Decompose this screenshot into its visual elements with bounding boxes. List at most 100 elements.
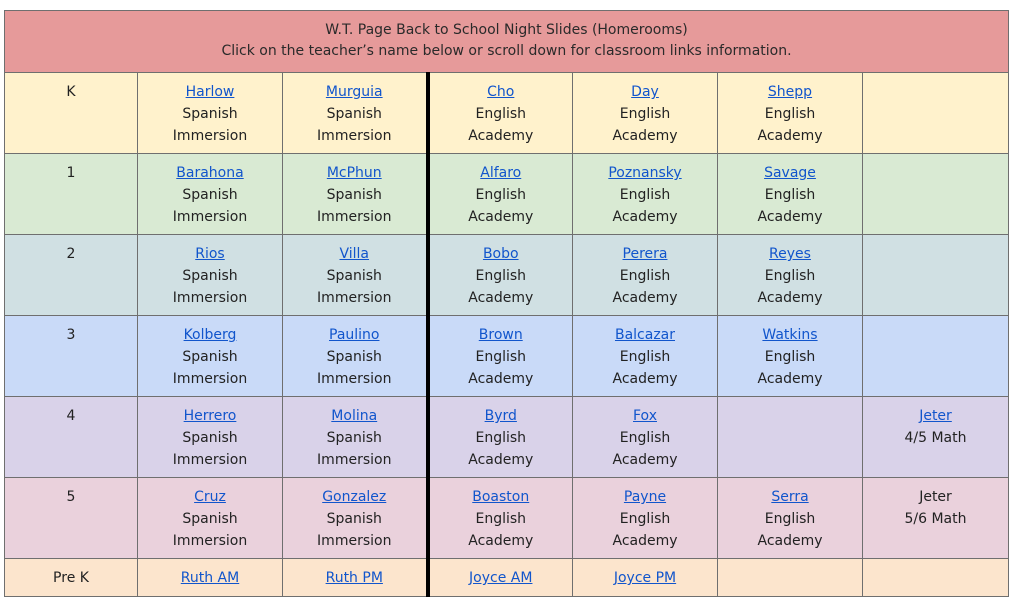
program-line-2: Immersion: [317, 371, 392, 387]
teacher-cell: McPhun Spanish Immersion: [282, 153, 430, 235]
teacher-cell: Reyes English Academy: [717, 234, 863, 316]
program-line-2: Academy: [468, 371, 534, 387]
teacher-link[interactable]: Villa: [339, 246, 370, 262]
teacher-cell: Day English Academy: [572, 72, 718, 154]
teacher-cell: Murguia Spanish Immersion: [282, 72, 430, 154]
teacher-link[interactable]: Kolberg: [183, 327, 237, 343]
program-line-1: Spanish: [182, 430, 238, 446]
program-line-1: English: [475, 268, 527, 284]
teacher-link[interactable]: Poznansky: [608, 165, 682, 181]
teacher-link[interactable]: Perera: [622, 246, 668, 262]
program-line-1: English: [764, 349, 816, 365]
program-line-2: Immersion: [317, 209, 392, 225]
teacher-link[interactable]: Cho: [487, 84, 515, 100]
teacher-cell: Poznansky English Academy: [572, 153, 718, 235]
teacher-link[interactable]: Day: [631, 84, 659, 100]
teacher-cell: Bobo English Academy: [427, 234, 573, 316]
grade-row-prek: Pre K Ruth AM Ruth PM Joyce AM Joyce PM: [4, 558, 1010, 597]
program-line-1: English: [764, 511, 816, 527]
teacher-cell: Fox English Academy: [572, 396, 718, 478]
program-line-1: English: [619, 106, 671, 122]
session-cell: Joyce AM: [427, 558, 573, 597]
session-cell: Ruth AM: [137, 558, 283, 597]
program-line-2: Immersion: [172, 128, 248, 144]
teacher-cell: Balcazar English Academy: [572, 315, 718, 397]
grade-row-5: 5 Cruz Spanish Immersion Gonzalez Spanish Im…: [4, 477, 1010, 559]
teacher-link[interactable]: Murguia: [325, 84, 383, 100]
program-line-2: Immersion: [172, 452, 248, 468]
teacher-link[interactable]: Reyes: [769, 246, 811, 262]
teacher-link[interactable]: Cruz: [194, 489, 226, 505]
empty-cell: [861, 315, 1010, 397]
teacher-cell: Alfaro English Academy: [427, 153, 573, 235]
program-line-1: English: [475, 511, 527, 527]
session-cell: Joyce PM: [572, 558, 718, 597]
teacher-link[interactable]: Byrd: [484, 408, 517, 424]
program-line-2: Academy: [612, 371, 678, 387]
empty-cell: [861, 558, 1010, 597]
teacher-link[interactable]: Gonzalez: [322, 489, 387, 505]
session-link-joyce-pm[interactable]: Joyce PM: [613, 570, 677, 586]
teacher-link[interactable]: Brown: [478, 327, 523, 343]
grade-row-3: 3 Kolberg Spanish Immersion Paulino Spanish…: [4, 315, 1010, 397]
program-line-2: Immersion: [172, 371, 248, 387]
teacher-cell: Gonzalez Spanish Immersion: [282, 477, 430, 559]
program-line-1: English: [475, 106, 527, 122]
teacher-cell: Harlow Spanish Immersion: [137, 72, 283, 154]
teacher-cell: Brown English Academy: [427, 315, 573, 397]
program-line-2: Academy: [757, 128, 823, 144]
session-link-ruth-am[interactable]: Ruth AM: [180, 570, 240, 586]
program-line-1: Spanish: [326, 430, 382, 446]
teacher-link[interactable]: Fox: [633, 408, 657, 424]
teacher-link[interactable]: Rios: [195, 246, 225, 262]
teacher-cell: Payne English Academy: [572, 477, 718, 559]
teacher-link[interactable]: Payne: [623, 489, 667, 505]
teacher-link[interactable]: Watkins: [762, 327, 818, 343]
program-line-2: Academy: [612, 452, 678, 468]
teacher-name-plain: Jeter: [919, 489, 952, 505]
teacher-cell: Jeter 4/5 Math: [861, 396, 1010, 478]
program-line-1: English: [764, 106, 816, 122]
teacher-link[interactable]: Paulino: [329, 327, 380, 343]
teacher-cell-plain: Jeter 5/6 Math: [861, 477, 1010, 559]
teacher-cell: Watkins English Academy: [717, 315, 863, 397]
program-line-1: Spanish: [182, 268, 238, 284]
grade-label: Pre K: [4, 558, 138, 597]
program-line-1: English: [619, 349, 671, 365]
program-line-2: Academy: [757, 533, 823, 549]
teacher-link[interactable]: McPhun: [326, 165, 382, 181]
homeroom-table-container: W.T. Page Back to School Night Slides (H…: [3, 10, 1010, 597]
teacher-cell: Byrd English Academy: [427, 396, 573, 478]
program-line-2: Immersion: [317, 533, 392, 549]
teacher-link[interactable]: Herrero: [183, 408, 237, 424]
program-line-1: Spanish: [182, 106, 238, 122]
teacher-link[interactable]: Jeter: [919, 408, 952, 424]
teacher-link[interactable]: Savage: [764, 165, 816, 181]
program-line-1: English: [475, 430, 527, 446]
teacher-link[interactable]: Harlow: [185, 84, 235, 100]
teacher-cell: Kolberg Spanish Immersion: [137, 315, 283, 397]
program-line-2: Academy: [468, 128, 534, 144]
session-link-ruth-pm[interactable]: Ruth PM: [325, 570, 383, 586]
empty-cell: [861, 234, 1010, 316]
program-line-1: 4/5 Math: [904, 430, 967, 446]
teacher-link[interactable]: Barahona: [176, 165, 244, 181]
teacher-link[interactable]: Balcazar: [614, 327, 676, 343]
program-line-1: Spanish: [326, 349, 382, 365]
teacher-cell: Paulino Spanish Immersion: [282, 315, 430, 397]
program-line-1: Spanish: [182, 187, 238, 203]
program-line-2: Academy: [612, 533, 678, 549]
teacher-link[interactable]: Molina: [331, 408, 378, 424]
teacher-cell: Herrero Spanish Immersion: [137, 396, 283, 478]
program-line-1: English: [619, 511, 671, 527]
teacher-link[interactable]: Boaston: [472, 489, 530, 505]
program-line-2: Academy: [468, 209, 534, 225]
teacher-link[interactable]: Bobo: [482, 246, 519, 262]
header-cell: W.T. Page Back to School Night Slides (H…: [3, 10, 1010, 73]
session-link-joyce-am[interactable]: Joyce AM: [469, 570, 533, 586]
program-line-2: Academy: [757, 371, 823, 387]
teacher-link[interactable]: Serra: [771, 489, 809, 505]
teacher-link[interactable]: Alfaro: [480, 165, 522, 181]
teacher-link[interactable]: Shepp: [767, 84, 813, 100]
program-line-2: Immersion: [172, 290, 248, 306]
